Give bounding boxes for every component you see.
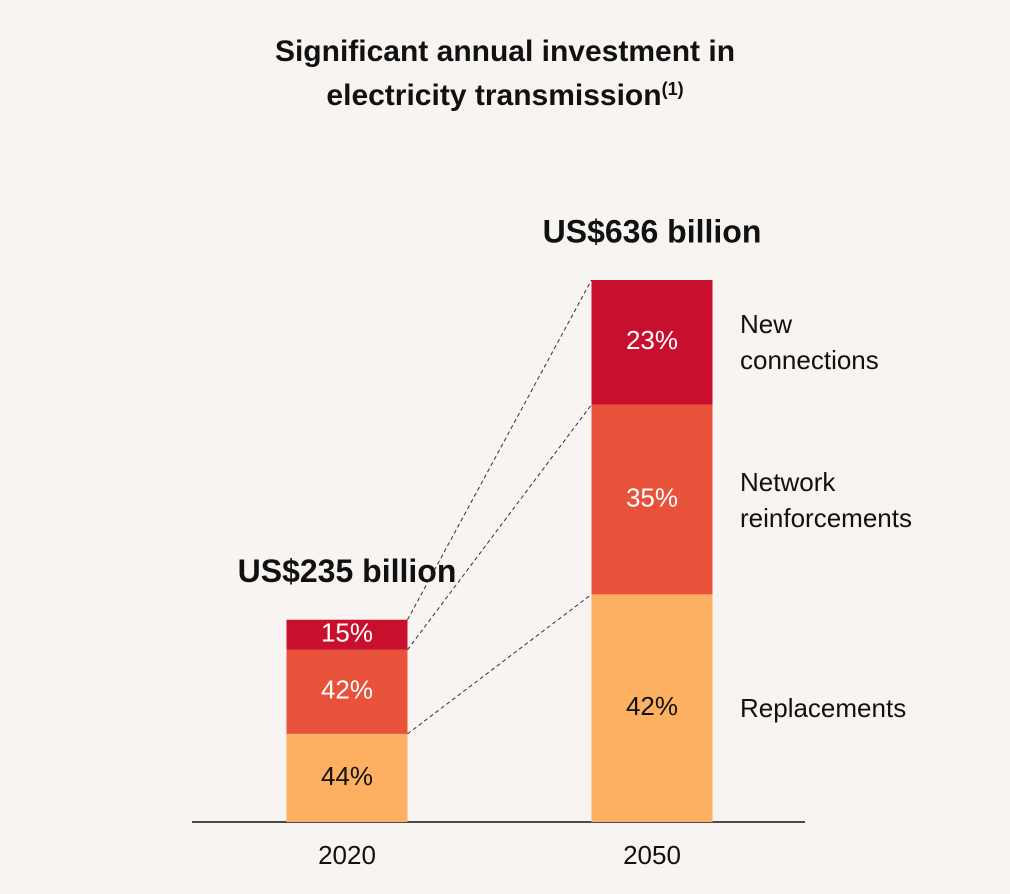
value-label: 23% [626,325,678,355]
title-text: Significant annual investment in electri… [274,35,736,112]
bar-segment [591,280,713,405]
chart-title: Significant annual investment in electri… [222,30,788,118]
legend-label: Network reinforcements [740,466,912,533]
total-label: US$636 billion [543,213,762,249]
x-tick-label: 2050 [623,840,681,870]
bar-segment [286,733,408,822]
title-note: (1) [661,79,684,99]
bar-segment [591,594,713,822]
legend-label: New connections [740,309,879,376]
bar-segment [286,619,408,650]
total-label: US$235 billion [238,553,457,589]
connector [407,279,592,620]
bar-segment [286,649,408,734]
value-label: 44% [321,761,373,791]
connector [407,593,592,735]
connector [407,404,592,651]
x-tick-label: 2020 [318,840,376,870]
value-label: 35% [626,482,678,512]
value-label: 42% [321,675,373,705]
value-label: 42% [626,691,678,721]
legend-label: Replacements [740,693,907,724]
bar-segment [591,404,713,595]
value-label: 15% [321,618,373,648]
